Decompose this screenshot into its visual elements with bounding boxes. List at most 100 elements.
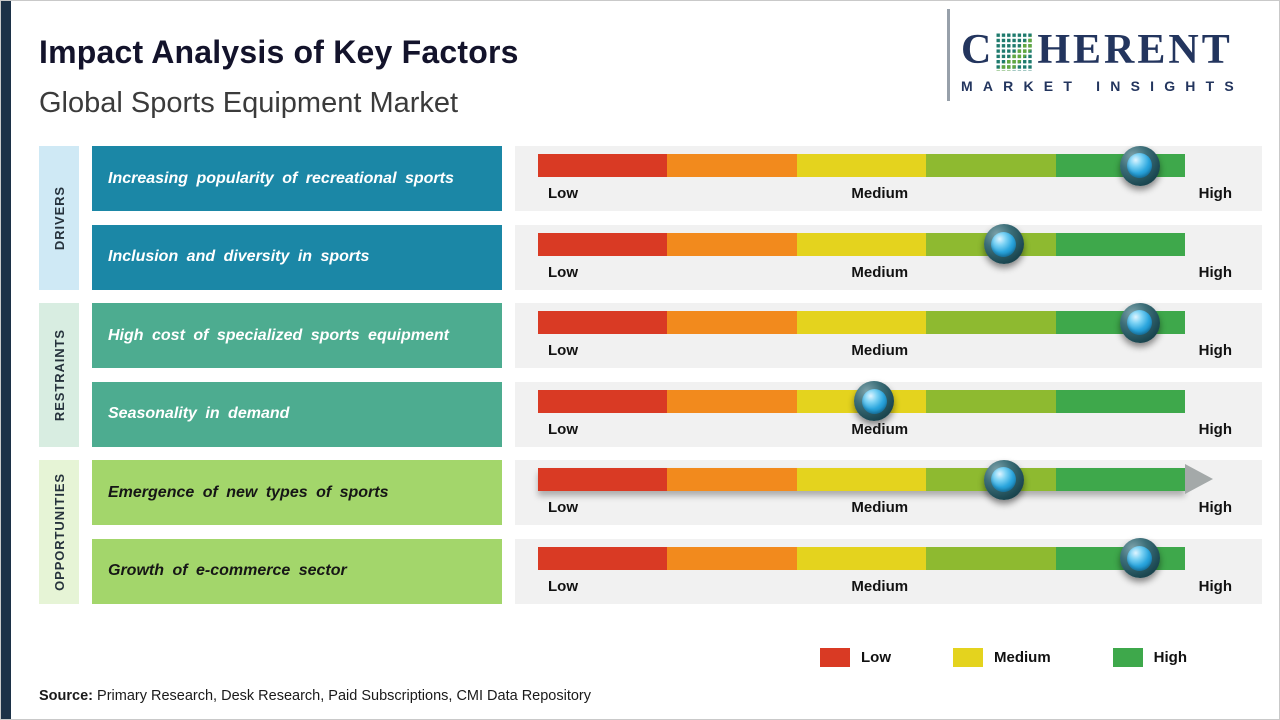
factor-label: High cost of specialized sports equipmen…: [108, 326, 449, 344]
scale-label-low: Low: [548, 342, 578, 359]
source-text: Primary Research, Desk Research, Paid Su…: [93, 688, 592, 704]
category-drivers: DRIVERS: [39, 146, 79, 290]
legend-label: Medium: [994, 649, 1051, 666]
bar-segment-mid-high: [926, 546, 1056, 570]
impact-scale-row: Low Medium High: [515, 381, 1262, 447]
scale-label-medium: Medium: [851, 342, 909, 359]
impact-marker: [854, 381, 895, 421]
scale-label-medium: Medium: [851, 499, 909, 516]
impact-grid: DRIVERS RESTRAINTS OPPORTUNITIES Increas…: [39, 145, 1262, 604]
scale-label-high: High: [1198, 420, 1232, 438]
scale-label-medium: Medium: [851, 577, 909, 595]
logo-tagline: MARKET INSIGHTS: [961, 78, 1244, 94]
scale-labels: Low Medium High: [548, 578, 1232, 598]
legend-swatch-high: [1112, 648, 1143, 667]
factor-label-box: Growth of e-commerce sector: [92, 538, 502, 604]
scale-label-high: High: [1198, 499, 1232, 516]
factor-label: Increasing popularity of recreational sp…: [108, 169, 454, 187]
impact-marker: [1119, 538, 1160, 578]
impact-scale-row: Low Medium High: [515, 538, 1262, 604]
marker-track: [538, 381, 1185, 421]
legend-item-high: High: [1112, 648, 1187, 667]
scale-labels: Low Medium High: [548, 342, 1232, 362]
scale-label-medium: Medium: [851, 263, 909, 281]
category-label: RESTRAINTS: [51, 328, 67, 421]
bar-segment-low: [538, 311, 668, 334]
bar-segment-low: [538, 546, 668, 570]
factor-label: Inclusion and diversity in sports: [108, 248, 370, 265]
impact-marker: [1119, 302, 1160, 343]
impact-marker: [983, 459, 1024, 500]
legend-item-low: Low: [820, 648, 891, 667]
marker-track: [538, 302, 1185, 343]
bar-segment-low: [538, 468, 668, 491]
impact-marker-core: [991, 467, 1017, 492]
legend: Low Medium High: [820, 648, 1187, 667]
factor-label-box: Emergence of new types of sports: [92, 460, 502, 525]
bar-segment-mid-high: [926, 311, 1056, 334]
legend-swatch-medium: [953, 648, 983, 667]
page-title: Impact Analysis of Key Factors: [39, 34, 519, 70]
scale-label-medium: Medium: [851, 420, 909, 438]
impact-marker: [983, 224, 1024, 264]
scale-label-high: High: [1198, 263, 1232, 281]
brand-name: C HERENT: [961, 29, 1263, 71]
factor-label-box: Seasonality in demand: [92, 381, 502, 447]
scale-labels: Low Medium High: [548, 264, 1232, 284]
category-label: OPPORTUNITIES: [51, 472, 67, 591]
bar-segment-mid: [796, 468, 927, 491]
factor-label: Growth of e-commerce sector: [108, 562, 347, 579]
impact-scale-row: Low Medium High: [515, 302, 1262, 368]
bar-segment-mid: [796, 546, 927, 570]
scale-label-low: Low: [548, 499, 578, 516]
impact-marker-core: [1127, 545, 1153, 571]
bar-segment-mid: [796, 311, 927, 334]
brand-logo: C HERENT MARKET INSIGHTS: [961, 29, 1263, 94]
bar-segment-high: [1055, 468, 1186, 491]
marker-track: [538, 224, 1185, 264]
scale-labels: Low Medium High: [548, 499, 1232, 519]
impact-scale-row: Low Medium High: [515, 459, 1262, 525]
bar-segment-mid-high: [926, 389, 1056, 413]
factor-label: Seasonality in demand: [108, 405, 290, 422]
bar-segment-low-mid: [667, 468, 797, 491]
bar-segment-low: [538, 232, 668, 256]
scale-label-medium: Medium: [851, 185, 909, 202]
scale-label-high: High: [1198, 342, 1232, 359]
bar-segment-low: [538, 389, 668, 413]
impact-gradient-bar: [538, 154, 1186, 177]
bar-segment-low: [538, 154, 668, 177]
source-line: Source: Primary Research, Desk Research,…: [39, 688, 591, 704]
marker-track: [538, 459, 1185, 500]
category-label: DRIVERS: [51, 185, 67, 250]
impact-marker: [1119, 145, 1160, 186]
bar-segment-high: [1055, 232, 1186, 256]
bar-segment-high: [1055, 389, 1186, 413]
bar-segment-low-mid: [667, 389, 797, 413]
scale-labels: Low Medium High: [548, 185, 1232, 205]
bar-segment-mid: [796, 232, 927, 256]
legend-label: Low: [861, 649, 891, 666]
impact-scale-row: Low Medium High: [515, 145, 1262, 211]
category-opportunities: OPPORTUNITIES: [39, 460, 79, 604]
bar-segment-low-mid: [667, 311, 797, 334]
bar-segment-low-mid: [667, 232, 797, 256]
scale-label-low: Low: [548, 263, 578, 281]
impact-marker-core: [1127, 153, 1153, 178]
marker-track: [538, 538, 1185, 578]
scale-label-low: Low: [548, 577, 578, 595]
source-label: Source:: [39, 688, 93, 704]
logo-text-prefix: C: [961, 27, 995, 73]
scale-label-low: Low: [548, 420, 578, 438]
scale-label-high: High: [1198, 185, 1232, 202]
legend-label: High: [1153, 649, 1187, 666]
page-subtitle: Global Sports Equipment Market: [39, 87, 459, 119]
marker-track: [538, 145, 1185, 186]
logo-dotted-o-icon: [996, 32, 1033, 71]
bar-segment-low-mid: [667, 154, 797, 177]
logo-divider: [947, 9, 950, 101]
impact-scale-row: Low Medium High: [515, 224, 1262, 290]
bar-segment-mid: [796, 154, 927, 177]
bar-segment-low-mid: [667, 546, 797, 570]
